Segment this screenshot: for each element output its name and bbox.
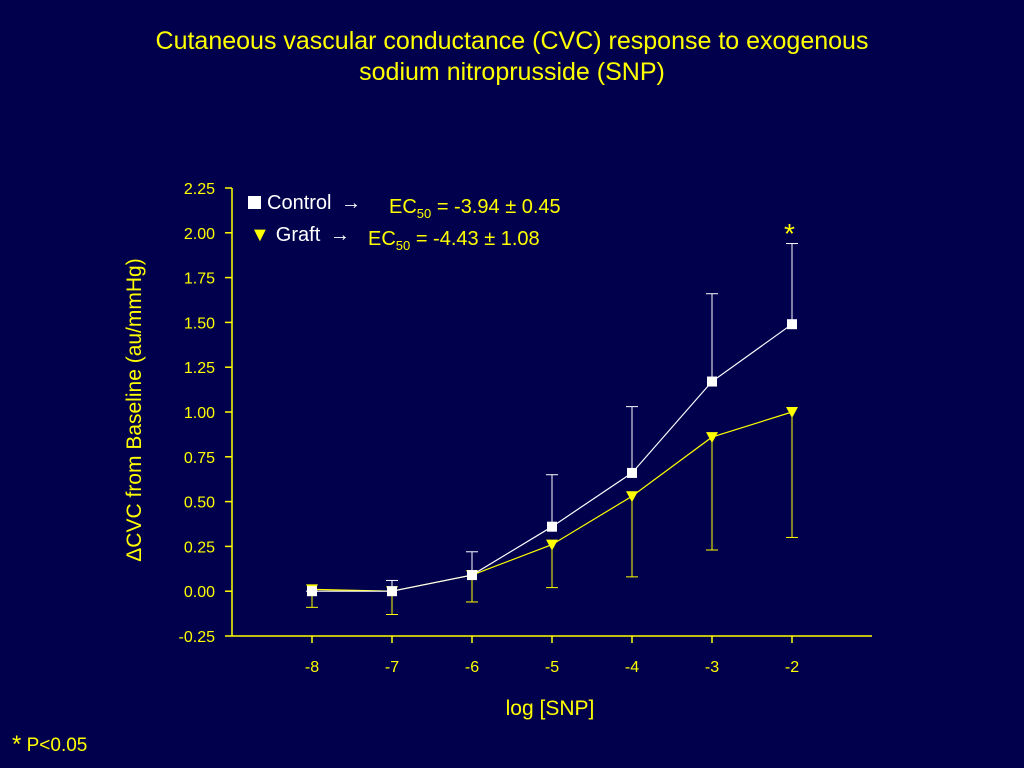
data-point (787, 319, 797, 330)
data-point (307, 586, 317, 597)
data-point (786, 407, 798, 418)
x-tick-label: -5 (545, 659, 559, 676)
axes: 2.25 2.00 1.75 1.50 1.25 1.00 0.75 0.50 0.25 0.00… (179, 181, 872, 676)
ec50-graft: EC50 = -4.43 ± 1.08 (368, 228, 540, 253)
ec50-graft-value: = -4.43 ± 1.08 (410, 228, 540, 250)
data-point (706, 432, 718, 444)
data-point (626, 491, 638, 503)
y-tick-label: 1.50 (184, 315, 215, 332)
ec50-control-value: = -3.94 ± 0.45 (431, 196, 561, 218)
ec50-graft-sub: 50 (395, 238, 411, 253)
y-tick-label: 1.00 (184, 405, 215, 422)
chart-title-line2: sodium nitroprusside (SNP) (359, 58, 665, 86)
significance-marker: * (784, 218, 795, 249)
y-tick-label: 2.25 (184, 181, 215, 198)
series-control (306, 243, 798, 597)
legend-graft-label: Graft (275, 224, 321, 246)
x-tick-label: -6 (465, 659, 479, 676)
x-tick-label: -7 (385, 659, 399, 676)
data-point (546, 539, 558, 551)
y-tick-label: 1.25 (184, 360, 215, 377)
data-point (547, 521, 557, 532)
legend-control-arrow: → (341, 192, 362, 214)
data-point (467, 570, 477, 581)
x-axis-label: log [SNP] (505, 697, 595, 720)
x-tick-label: -4 (625, 659, 639, 676)
y-tick-label: 0.00 (184, 584, 215, 601)
legend-graft-arrow: → (329, 224, 350, 246)
data-point (707, 376, 717, 387)
data-point (627, 467, 637, 478)
ec50-control-sub: 50 (416, 206, 432, 221)
y-tick-label: 1.75 (184, 271, 215, 288)
legend-triangle-marker-icon: ▼ (250, 224, 270, 246)
chart-title: Cutaneous vascular conductance (CVC) res… (0, 26, 1024, 88)
y-tick-label: -0.25 (179, 629, 216, 646)
legend-item-control: Control → (248, 192, 361, 215)
y-tick-label: 0.75 (184, 450, 215, 467)
y-tick-label: 0.50 (184, 495, 215, 512)
ec50-control: EC50 = -3.94 ± 0.45 (389, 196, 561, 221)
ec50-control-prefix: EC (389, 196, 417, 218)
footnote-star: * (12, 731, 22, 758)
footnote-text: P<0.05 (21, 735, 88, 756)
x-tick-label: -2 (785, 659, 799, 676)
y-axis-label: ΔCVC from Baseline (au/mmHg) (123, 258, 146, 562)
legend-control-label: Control (267, 192, 332, 214)
chart-title-line1: Cutaneous vascular conductance (CVC) res… (155, 27, 869, 55)
x-tick-label: -3 (705, 659, 719, 676)
x-tick-label: -8 (305, 659, 319, 676)
legend-item-graft: ▼ Graft → (250, 224, 350, 247)
ec50-graft-prefix: EC (368, 228, 396, 250)
y-tick-label: 2.00 (184, 226, 215, 243)
y-tick-label: 0.25 (184, 539, 215, 556)
data-point (387, 586, 397, 597)
legend-square-marker-icon (248, 196, 261, 209)
footnote: * P<0.05 (12, 731, 88, 763)
